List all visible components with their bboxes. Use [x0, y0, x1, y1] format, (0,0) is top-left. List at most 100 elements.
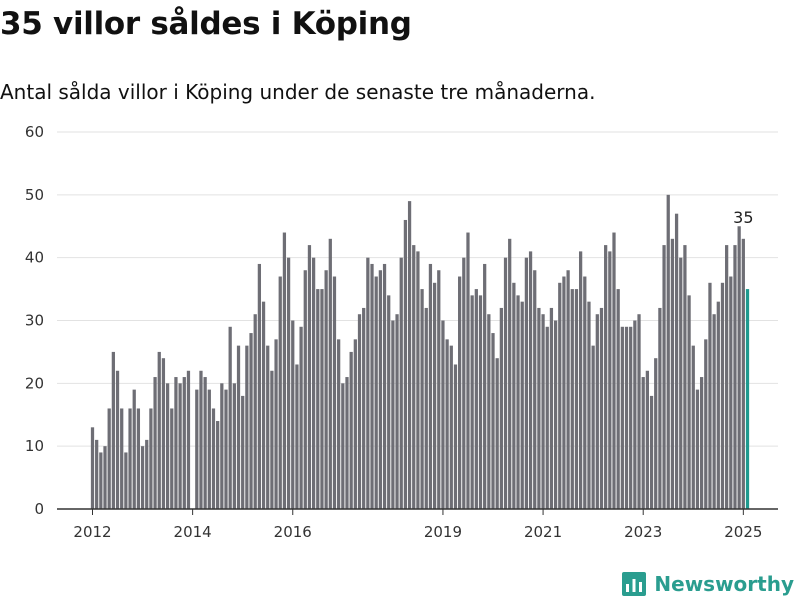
bar	[549, 307, 554, 509]
bar	[345, 377, 349, 509]
bar	[149, 408, 153, 509]
bar	[524, 257, 529, 509]
bar	[691, 345, 695, 509]
bar	[533, 270, 537, 509]
bar	[491, 333, 495, 509]
bar	[211, 408, 216, 509]
bar	[349, 351, 353, 509]
bar	[245, 345, 249, 509]
bar	[599, 307, 604, 509]
bar	[591, 345, 595, 509]
bar	[670, 238, 675, 510]
chart-title: 35 villor såldes i Köping	[0, 6, 412, 42]
bar	[337, 339, 341, 509]
bar	[432, 282, 437, 509]
bar	[512, 282, 516, 509]
bar	[616, 289, 620, 509]
y-tick-label: 50	[25, 186, 44, 204]
bar	[604, 245, 608, 509]
bar	[424, 307, 428, 509]
bar	[362, 307, 366, 509]
bar	[120, 408, 124, 509]
bar	[128, 408, 132, 509]
bar	[232, 383, 236, 509]
bar-chart-logo-icon	[622, 572, 647, 596]
x-tick-label: 2025	[724, 523, 762, 541]
annotations: 35	[732, 206, 755, 228]
bar	[545, 326, 549, 509]
bar	[291, 320, 295, 509]
bar	[378, 270, 382, 509]
bar	[295, 364, 299, 509]
bar	[224, 389, 228, 509]
bar	[629, 326, 633, 509]
bar	[708, 282, 712, 509]
bar	[299, 326, 303, 509]
bar	[366, 257, 370, 509]
bar	[658, 307, 662, 509]
bar	[495, 358, 499, 509]
bar	[399, 257, 403, 509]
bar	[307, 245, 312, 509]
bar	[316, 289, 320, 509]
bar	[249, 333, 253, 509]
bar	[587, 301, 591, 509]
bar	[716, 301, 720, 509]
x-tick-label: 2012	[73, 523, 111, 541]
bar	[165, 383, 170, 509]
bar	[595, 314, 599, 509]
bar	[503, 257, 508, 509]
bar	[303, 270, 307, 509]
bar	[704, 339, 708, 509]
bar	[186, 370, 191, 509]
chart-subtitle: Antal sålda villor i Köping under de sen…	[0, 80, 596, 104]
bar	[228, 326, 232, 509]
bar	[111, 351, 115, 509]
bar	[324, 270, 328, 509]
bar	[241, 395, 245, 509]
bar	[679, 257, 683, 509]
bar	[107, 408, 111, 509]
bar	[712, 314, 716, 509]
bar	[412, 245, 416, 509]
bar	[282, 232, 287, 510]
bar	[257, 263, 262, 509]
y-axis-ticks: 0 10 20 30 40 50 60	[25, 123, 44, 518]
bar	[286, 257, 291, 509]
bar	[737, 226, 741, 509]
bar	[662, 245, 666, 509]
bar	[453, 364, 458, 509]
bar	[445, 339, 449, 509]
bar	[153, 377, 157, 509]
y-tick-label: 30	[25, 312, 44, 330]
bar	[136, 408, 141, 509]
bar	[574, 289, 579, 509]
bar	[449, 345, 453, 509]
bar	[687, 295, 691, 509]
bar	[145, 439, 149, 509]
bar	[428, 263, 433, 509]
bar	[182, 377, 186, 509]
brand-name: Newsworthy	[654, 572, 794, 596]
bar	[458, 276, 462, 509]
bar	[516, 295, 520, 509]
bar	[90, 427, 95, 509]
y-tick-label: 40	[25, 249, 44, 267]
bar	[207, 389, 211, 509]
bar	[341, 383, 345, 509]
bar	[320, 289, 324, 509]
bar	[520, 301, 524, 509]
bar	[174, 377, 178, 509]
bar	[487, 314, 491, 509]
bar	[140, 446, 145, 509]
bar	[395, 314, 399, 509]
bar	[416, 251, 420, 509]
bar	[199, 370, 203, 509]
x-tick-label: 2016	[274, 523, 312, 541]
bar	[674, 213, 679, 509]
bar	[620, 326, 624, 509]
bar	[741, 238, 745, 510]
bar	[266, 345, 270, 509]
x-tick-label: 2019	[424, 523, 462, 541]
